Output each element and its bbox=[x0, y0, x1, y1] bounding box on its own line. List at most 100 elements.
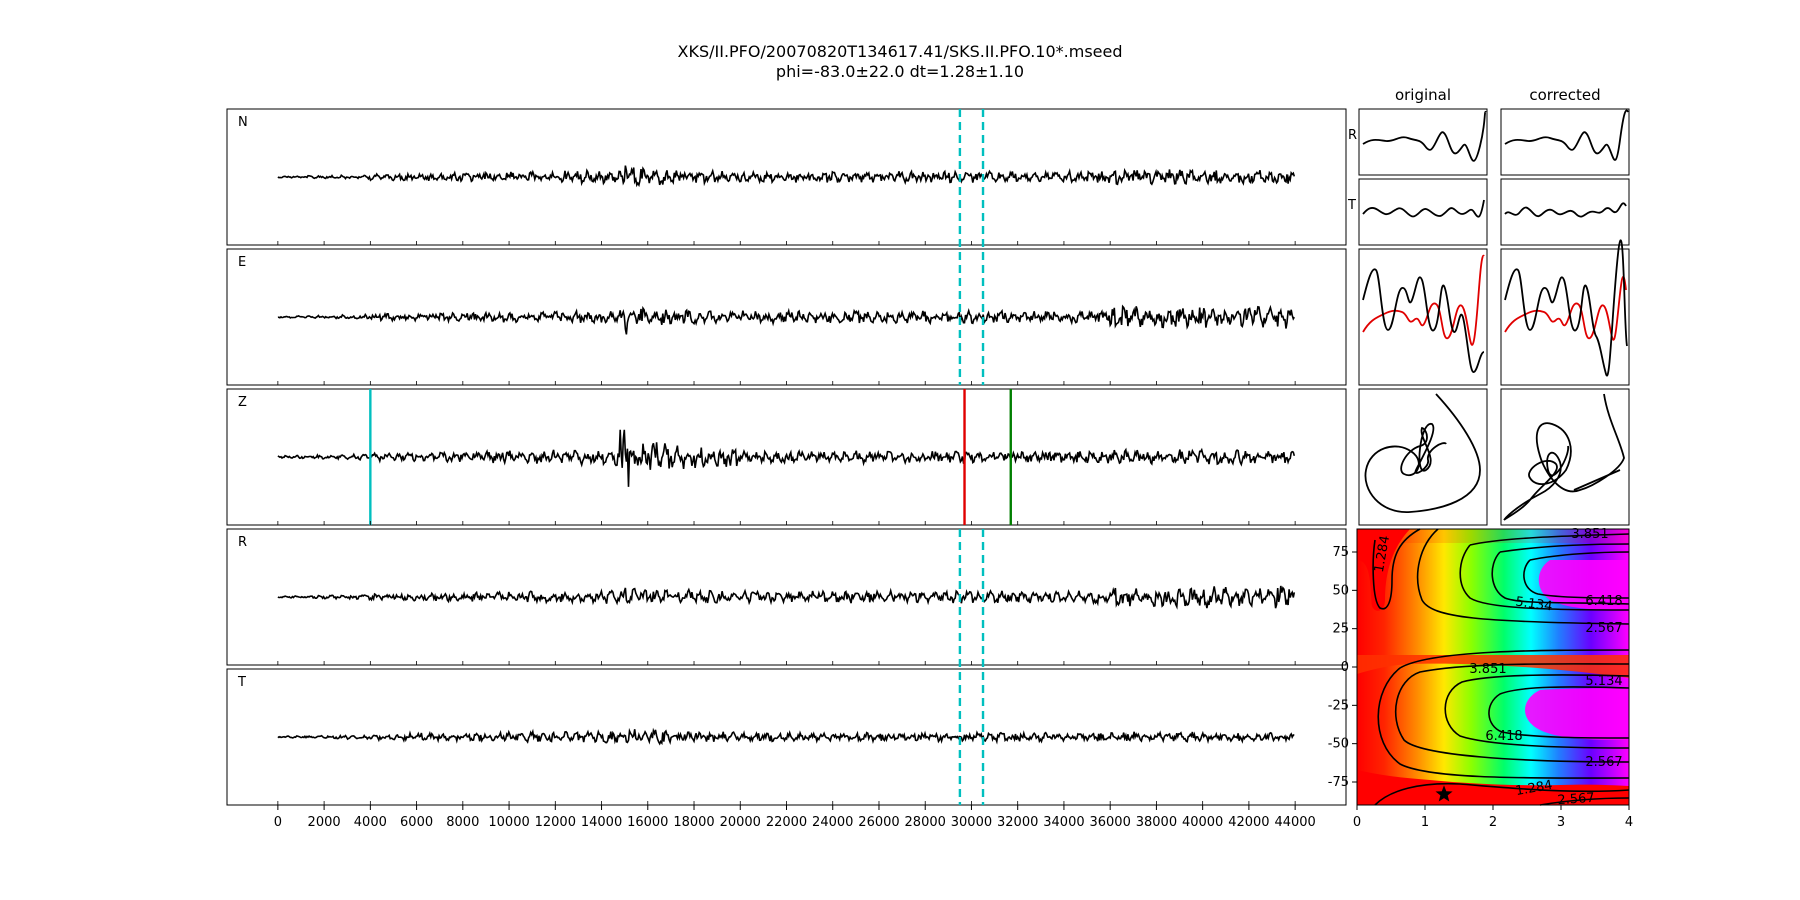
heatmap-zero-band bbox=[1357, 655, 1629, 678]
contour-label-0: 3.851 bbox=[1571, 527, 1608, 542]
panel-t: T bbox=[226, 668, 1347, 806]
gs-x-tick-label-2: 2 bbox=[1489, 815, 1497, 830]
corrected-t-trace bbox=[1504, 202, 1627, 218]
contour-label-1: 1.284 bbox=[1372, 534, 1393, 573]
gs-y-tick-label-4: -25 bbox=[1328, 698, 1349, 713]
x-tick-label-1: 2000 bbox=[308, 815, 341, 830]
small-panels: R T bbox=[1347, 108, 1630, 526]
panel-n: N bbox=[226, 108, 1347, 246]
original-t-trace bbox=[1362, 199, 1485, 218]
x-tick-label-20: 40000 bbox=[1182, 815, 1223, 830]
panel-e-label: E bbox=[238, 255, 246, 270]
x-tick-label-21: 42000 bbox=[1228, 815, 1269, 830]
x-tick-label-8: 16000 bbox=[627, 815, 668, 830]
gs-y-tick-label-3: 0 bbox=[1341, 660, 1349, 675]
contour-label-4: 2.567 bbox=[1585, 621, 1622, 636]
gs-y-tick-label-6: -75 bbox=[1328, 775, 1349, 790]
x-tick-label-22: 44000 bbox=[1274, 815, 1315, 830]
contour-5134-lower bbox=[1444, 674, 1630, 749]
x-tick-label-7: 14000 bbox=[581, 815, 622, 830]
corrected-pm-frame bbox=[1500, 388, 1630, 526]
original-t-panel: T bbox=[1347, 178, 1488, 246]
x-tick-label-2: 4000 bbox=[354, 815, 387, 830]
heatmap-low-bottom bbox=[1357, 770, 1629, 805]
x-tick-label-16: 32000 bbox=[997, 815, 1038, 830]
contour-label-10: 2.567 bbox=[1557, 791, 1595, 809]
gs-x-tick-label-3: 3 bbox=[1557, 815, 1565, 830]
gs-y-tick-label-1: 50 bbox=[1332, 583, 1349, 598]
original-r-frame bbox=[1358, 108, 1488, 176]
figure-title-line2: phi=-83.0±22.0 dt=1.28±1.10 bbox=[775, 62, 1025, 81]
contour-label-2: 5.134 bbox=[1514, 594, 1553, 614]
x-tick-label-11: 22000 bbox=[766, 815, 807, 830]
panel-r: R bbox=[226, 528, 1347, 666]
panel-t-label: T bbox=[237, 675, 246, 690]
x-tick-label-6: 12000 bbox=[535, 815, 576, 830]
gs-y-tick-label-0: 75 bbox=[1332, 545, 1349, 560]
trace-e-line bbox=[277, 304, 1295, 335]
contour-label-6: 5.134 bbox=[1585, 674, 1622, 689]
original-r-trace bbox=[1362, 111, 1487, 162]
contour-label-8: 2.567 bbox=[1585, 755, 1622, 770]
x-tick-label-15: 30000 bbox=[951, 815, 992, 830]
x-tick-label-3: 6000 bbox=[400, 815, 433, 830]
corrected-particle-motion-panel bbox=[1500, 388, 1630, 526]
x-tick-label-0: 0 bbox=[274, 815, 282, 830]
contour-label-9: 1.284 bbox=[1514, 778, 1553, 799]
corrected-black-trace bbox=[1504, 239, 1628, 377]
contour-6418-top bbox=[1529, 551, 1630, 561]
x-tick-label-18: 36000 bbox=[1089, 815, 1130, 830]
contour-2567-lower bbox=[1377, 649, 1630, 779]
corrected-particle-motion bbox=[1503, 393, 1625, 521]
x-tick-label-14: 28000 bbox=[905, 815, 946, 830]
panel-e: E bbox=[226, 248, 1347, 386]
original-black-trace bbox=[1362, 268, 1485, 373]
x-tick-label-4: 8000 bbox=[446, 815, 479, 830]
corrected-r-trace bbox=[1504, 109, 1629, 161]
heatmap-high-blob-lower bbox=[1525, 688, 1629, 740]
contour-6418-lower bbox=[1488, 686, 1630, 739]
time-axis: 0 2000 4000 6000 8000 10000 12000 14000 16000 180… bbox=[274, 241, 1316, 830]
contour-2567-upper bbox=[1416, 528, 1630, 625]
corrected-wave-compare-panel bbox=[1500, 239, 1630, 386]
row-label-r: R bbox=[1348, 128, 1357, 143]
contour-1284-lower bbox=[1374, 782, 1630, 806]
corrected-t-panel bbox=[1500, 178, 1630, 246]
contour-3851-upper bbox=[1459, 544, 1630, 611]
original-wave-frame bbox=[1358, 248, 1488, 386]
original-particle-motion bbox=[1364, 393, 1481, 513]
trace-panels: N E Z R T bbox=[226, 108, 1347, 806]
original-pm-frame bbox=[1358, 388, 1488, 526]
column-title-corrected: corrected bbox=[1529, 86, 1600, 104]
contour-2567-bottom bbox=[1539, 797, 1630, 806]
contour-label-7: 6.418 bbox=[1485, 729, 1522, 744]
contour-label-5: 3.851 bbox=[1469, 662, 1506, 677]
contour-6418-upper bbox=[1523, 559, 1630, 599]
corrected-r-panel bbox=[1500, 108, 1630, 176]
trace-t-line bbox=[277, 727, 1295, 746]
panel-z: Z bbox=[226, 388, 1347, 526]
gs-x-tick-label-1: 1 bbox=[1421, 815, 1429, 830]
trace-r-line bbox=[277, 585, 1296, 610]
gs-x-tick-label-4: 4 bbox=[1625, 815, 1633, 830]
corrected-wave-frame bbox=[1500, 248, 1630, 386]
x-tick-label-9: 18000 bbox=[673, 815, 714, 830]
gs-x-tick-label-0: 0 bbox=[1353, 815, 1361, 830]
gs-y-tick-label-2: 25 bbox=[1332, 622, 1349, 637]
gs-y-tick-label-5: -50 bbox=[1328, 737, 1349, 752]
original-particle-motion-panel bbox=[1358, 388, 1488, 526]
panel-r-label: R bbox=[238, 535, 247, 550]
contour-3851-top bbox=[1469, 533, 1630, 546]
contour-5134-top bbox=[1499, 543, 1630, 553]
panel-n-label: N bbox=[238, 115, 248, 130]
x-tick-label-10: 20000 bbox=[720, 815, 761, 830]
heatmap-low-top-cover bbox=[1357, 529, 1410, 611]
trace-n-line bbox=[277, 165, 1296, 188]
x-tick-label-12: 24000 bbox=[812, 815, 853, 830]
trace-z-line bbox=[277, 429, 1296, 487]
corrected-pm-diagonal bbox=[1573, 469, 1621, 491]
x-tick-label-17: 34000 bbox=[1043, 815, 1084, 830]
column-title-original: original bbox=[1395, 86, 1451, 104]
best-fit-star-marker bbox=[1435, 785, 1453, 802]
